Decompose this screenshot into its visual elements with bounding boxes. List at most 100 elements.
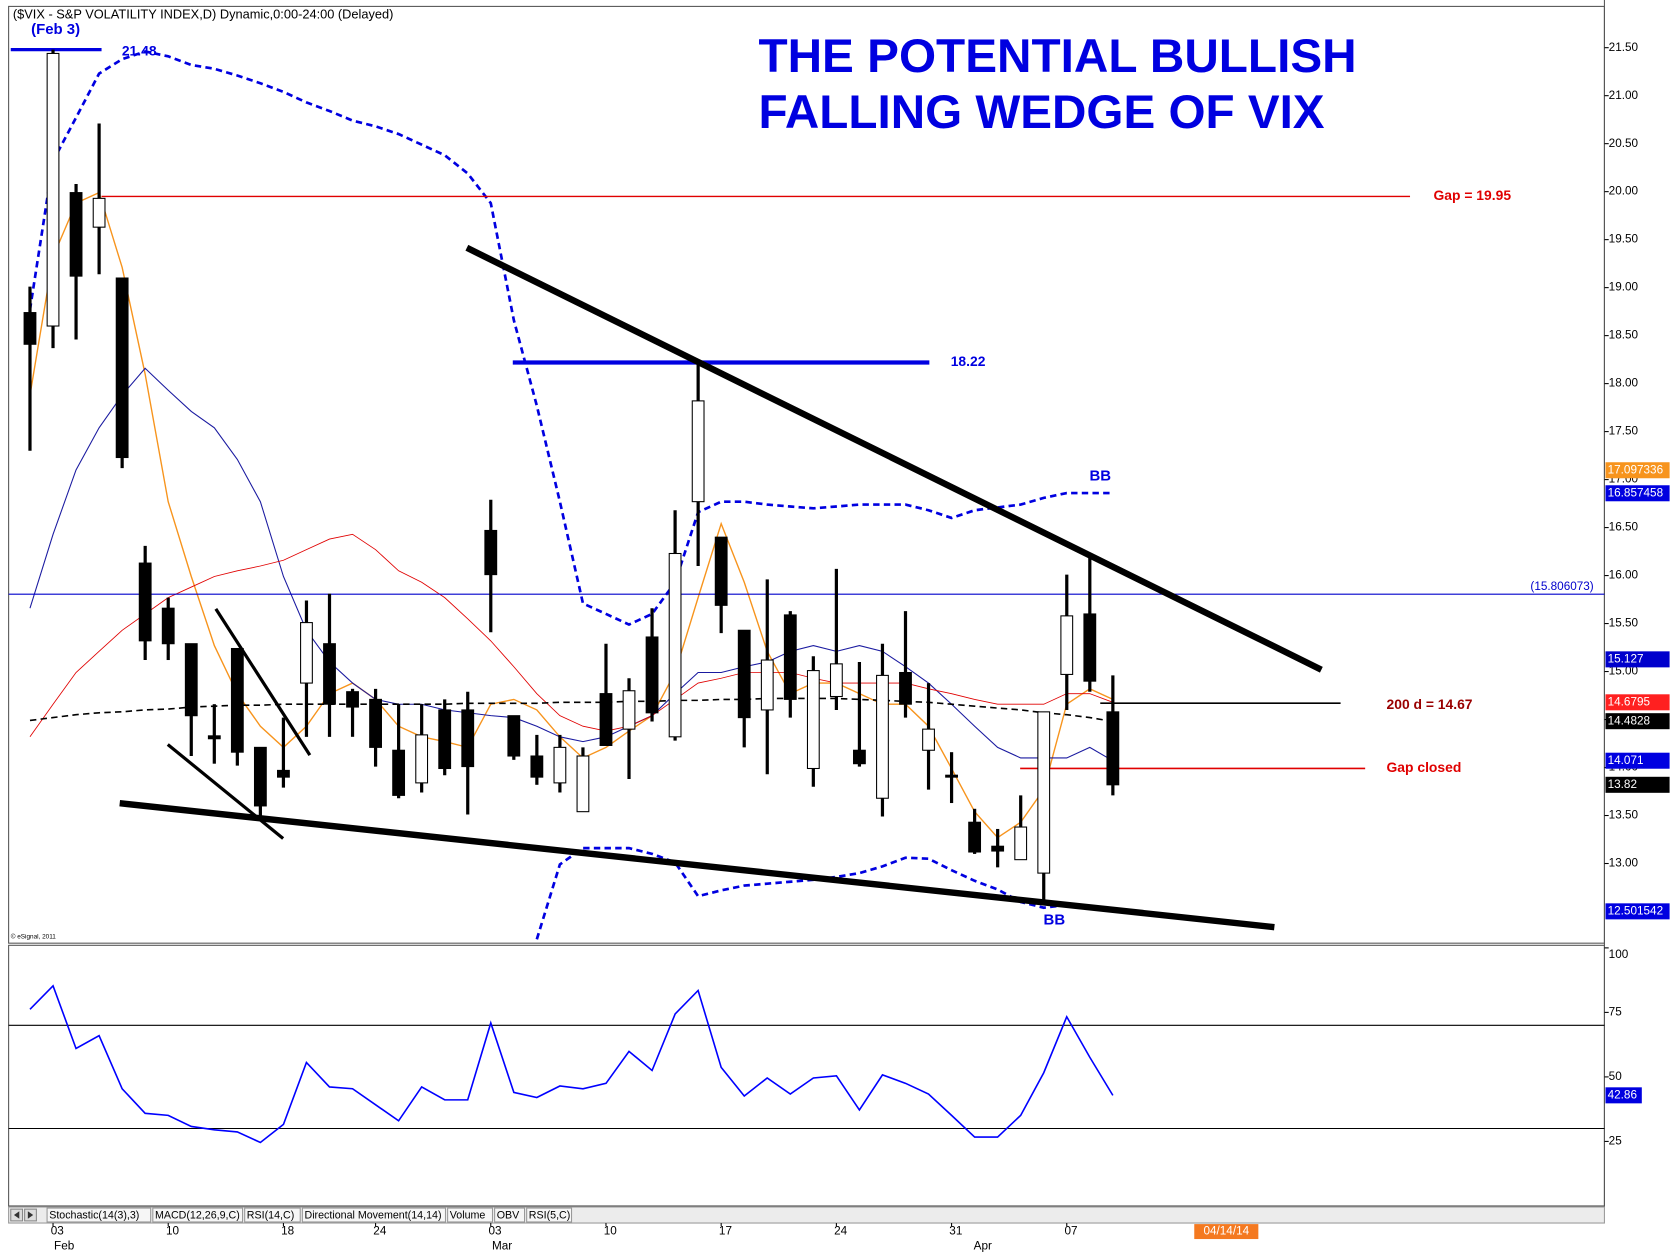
candle-body [346,691,359,708]
value-marker-label: 42.86 [1608,1088,1638,1101]
y-tick-label: 100 [1609,948,1629,961]
candle-body [369,698,382,748]
candle-body [599,693,613,746]
overlay-line [28,50,1113,627]
indicator-tab[interactable] [494,1207,526,1223]
indicator-tab-label: RSI(14,C) [247,1209,294,1221]
candle-body [922,728,935,751]
candle-body [92,197,106,228]
wedge-lower-line [119,800,1275,931]
y-tick-label: 16.00 [1609,569,1639,582]
candle-body [645,636,659,714]
candle-body [484,529,498,576]
level-label: Gap closed [1387,759,1462,775]
value-marker [1605,694,1670,711]
candle-body [553,746,567,784]
value-marker [1605,903,1670,920]
candle-body [69,192,83,277]
y-tick-label: 25 [1609,1135,1623,1148]
candle-body [207,735,221,740]
candle-body [691,400,705,503]
indicator-tab[interactable] [244,1207,301,1223]
candle-body [300,622,313,684]
y-tick-label: 18.50 [1609,329,1639,342]
x-tick-label: 18 [281,1225,295,1238]
candle-body [1014,826,1028,861]
candle-body [668,552,682,738]
candle-body [1083,613,1097,682]
candle-body [184,643,198,717]
y-tick-label: 16.50 [1609,521,1639,534]
month-label: Apr [974,1240,992,1253]
candle-body [46,52,60,327]
value-marker-label: 16.857458 [1608,486,1664,499]
y-tick-label: 13.00 [1609,857,1639,870]
level-label: 200 d = 14.67 [1387,696,1473,712]
x-tick-label: 03 [51,1225,65,1238]
future-date: 04/14/14 [1203,1225,1249,1238]
x-tick-label: 10 [166,1225,180,1238]
value-marker-label: 15.127 [1608,652,1644,665]
scroll-arrows [13,1211,34,1219]
candle-body [507,715,521,757]
candle-body [806,670,820,770]
candle-body [23,312,37,345]
indicator-tab[interactable] [46,1207,152,1223]
candle-body [1106,711,1120,786]
indicator-tab[interactable] [152,1207,244,1223]
value-marker [1605,713,1670,730]
x-tick-label: 10 [604,1225,618,1238]
candle-body [945,774,958,778]
future-date-box [1194,1224,1259,1240]
candle-body [991,845,1005,852]
small-wedge-line [166,743,285,840]
y-tick-label: 18.00 [1609,377,1639,390]
indicator-tab[interactable] [526,1207,573,1223]
y-tick-label: 75 [1609,1005,1623,1018]
value-marker-label: 14.6795 [1608,695,1651,708]
month-label: Feb [54,1240,75,1253]
y-tick-label: 50 [1609,1070,1623,1083]
value-marker [1605,651,1670,668]
x-tick-label: 24 [373,1225,387,1238]
level-label: 21.48 [122,42,157,58]
chart-title: FALLING WEDGE OF VIX [758,85,1324,138]
candle-body [277,769,290,778]
value-marker [1605,1087,1642,1104]
overlay-line [29,533,1114,738]
level-label: 18.22 [951,353,986,369]
annotation: BB [1044,912,1066,929]
indicator-tab-label: Directional Movement(14,14) [304,1209,441,1221]
annotation: (Feb 3) [31,21,80,38]
indicator-tab[interactable] [301,1207,447,1223]
value-marker-label: 12.501542 [1608,904,1663,917]
indicator-tab-label: RSI(5,C) [529,1209,571,1221]
x-tick-label: 24 [834,1225,848,1238]
value-marker [1605,776,1670,793]
candle-body [461,709,475,768]
annotation: BB [1089,467,1111,484]
indicator-tab[interactable] [447,1207,494,1223]
y-tick-label: 21.00 [1609,89,1639,102]
chart-title: THE POTENTIAL BULLISH [758,29,1356,82]
candle-body [253,746,267,807]
candle-body [323,643,336,705]
value-marker [1605,485,1670,502]
candle-body [576,755,590,813]
month-label: Mar [492,1240,512,1253]
candle-body [1060,615,1074,675]
y-tick-label: 20.50 [1609,137,1639,150]
candle-body [622,690,636,730]
x-tick-label: 17 [719,1225,732,1238]
value-marker [1605,462,1670,479]
candle-body [714,536,728,606]
overlay-line [29,367,1114,762]
candle-body [737,629,751,719]
indicator-tab-label: MACD(12,26,9,C) [155,1209,240,1221]
chart-header: ($VIX - S&P VOLATILITY INDEX,D) Dynamic,… [13,6,394,21]
indicator-tab-label: Stochastic(14(3),3) [49,1209,139,1221]
y-tick-label: 15.00 [1609,665,1639,678]
y-tick-label: 21.50 [1609,41,1639,54]
